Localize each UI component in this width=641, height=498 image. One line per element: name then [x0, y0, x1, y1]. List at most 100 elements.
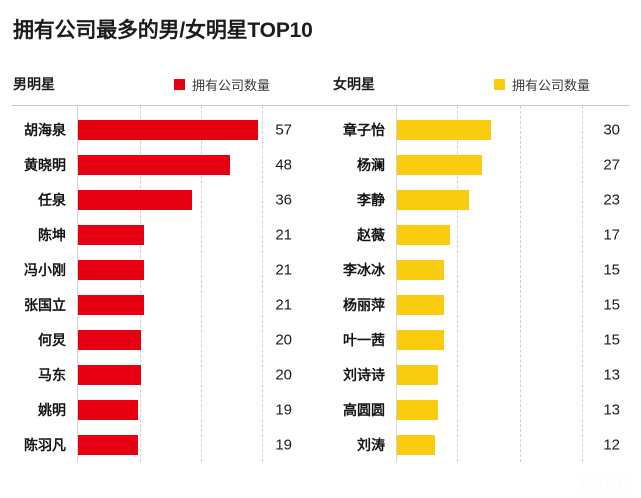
chart-row: 马东 20: [0, 357, 320, 392]
bar: [397, 119, 491, 140]
bar-category-label: 杨澜: [357, 156, 385, 173]
watermark: 新浪财经: [578, 477, 631, 491]
bar-value-label: 12: [603, 436, 620, 453]
bar-value-label: 19: [275, 401, 292, 418]
legend-female-count: 拥有公司数量: [494, 75, 590, 94]
bar-value-label: 15: [603, 331, 620, 348]
red-square-swatch: [174, 79, 185, 90]
bar-value-label: 23: [603, 191, 620, 208]
bar-category-label: 陈坤: [38, 226, 66, 243]
gridline: [520, 106, 521, 462]
chart-row: 杨澜 27: [320, 147, 641, 182]
bar-category-label: 任泉: [38, 191, 66, 208]
gridline: [457, 106, 458, 462]
bar: [78, 189, 192, 210]
bar: [78, 119, 258, 140]
bar: [397, 189, 469, 210]
bar-value-label: 19: [275, 436, 292, 453]
bar-category-label: 李冰冰: [343, 261, 385, 278]
legend-band: 男明星 拥有公司数量 女明星 拥有公司数量: [0, 68, 641, 96]
bar: [397, 364, 438, 385]
bar-value-label: 21: [275, 296, 292, 313]
gridline: [582, 106, 583, 462]
chart-row: 赵薇 17: [320, 217, 641, 252]
bar: [78, 224, 144, 245]
chart-panel-female: 章子怡 30 杨澜 27 李静 23 赵薇 17 李冰冰 15 杨丽萍 15 叶一茜 15 刘诗诗 13 高圆圆…: [320, 106, 641, 462]
bar: [78, 329, 141, 350]
column-header-female: 女明星: [333, 76, 375, 92]
bar: [397, 259, 444, 280]
bar-category-label: 高圆圆: [343, 401, 385, 418]
bar-category-label: 刘涛: [357, 436, 385, 453]
bar-category-label: 何炅: [38, 331, 66, 348]
legend-male-count: 拥有公司数量: [174, 75, 270, 94]
chart-panel-male: 胡海泉 57 黄晓明 48 任泉 36 陈坤 21 冯小刚 21 张国立 21 何炅 20 马东 20 姚明 19…: [0, 106, 320, 462]
chart-row: 陈羽凡 19: [0, 427, 320, 462]
bar-value-label: 15: [603, 261, 620, 278]
bar: [397, 329, 444, 350]
bar: [78, 259, 144, 280]
bar-category-label: 叶一茜: [343, 331, 385, 348]
chart-row: 黄晓明 48: [0, 147, 320, 182]
bar-value-label: 30: [603, 121, 620, 138]
bar-category-label: 李静: [357, 191, 385, 208]
bar-value-label: 48: [275, 156, 292, 173]
page-title: 拥有公司最多的男/女明星TOP10: [13, 19, 313, 42]
bar-category-label: 章子怡: [343, 121, 385, 138]
bar-category-label: 张国立: [24, 296, 66, 313]
bar-category-label: 马东: [38, 366, 66, 383]
bar-category-label: 黄晓明: [24, 156, 66, 173]
bar-category-label: 杨丽萍: [343, 296, 385, 313]
axis-baseline: [77, 106, 78, 462]
chart-row: 冯小刚 21: [0, 252, 320, 287]
chart-row: 刘诗诗 13: [320, 357, 641, 392]
chart-row: 何炅 20: [0, 322, 320, 357]
bar: [397, 434, 435, 455]
bar-value-label: 21: [275, 261, 292, 278]
legend-male-label: 拥有公司数量: [192, 78, 271, 93]
bar-value-label: 15: [603, 296, 620, 313]
bar: [78, 294, 144, 315]
chart-row: 章子怡 30: [320, 112, 641, 147]
chart-row: 高圆圆 13: [320, 392, 641, 427]
bar-value-label: 13: [603, 401, 620, 418]
legend-female-label: 拥有公司数量: [512, 78, 591, 93]
bar-value-label: 27: [603, 156, 620, 173]
bar-value-label: 20: [275, 331, 292, 348]
bar-value-label: 13: [603, 366, 620, 383]
gridline: [140, 106, 141, 462]
axis-baseline: [396, 106, 397, 462]
yellow-square-swatch: [494, 79, 505, 90]
bar: [397, 399, 438, 420]
column-header-male: 男明星: [13, 76, 55, 92]
bar: [397, 294, 444, 315]
bar-category-label: 赵薇: [357, 226, 385, 243]
bar-category-label: 冯小刚: [24, 261, 66, 278]
bar: [78, 154, 230, 175]
bar: [397, 154, 482, 175]
chart-row: 胡海泉 57: [0, 112, 320, 147]
chart-row: 刘涛 12: [320, 427, 641, 462]
chart-row: 任泉 36: [0, 182, 320, 217]
bar: [78, 434, 138, 455]
bar: [78, 399, 138, 420]
chart-row: 叶一茜 15: [320, 322, 641, 357]
bar-category-label: 姚明: [38, 401, 66, 418]
gridline: [201, 106, 202, 462]
chart-row: 李冰冰 15: [320, 252, 641, 287]
chart-row: 张国立 21: [0, 287, 320, 322]
bar-category-label: 刘诗诗: [343, 366, 385, 383]
chart-row: 陈坤 21: [0, 217, 320, 252]
bar-value-label: 57: [275, 121, 292, 138]
bar-value-label: 17: [603, 226, 620, 243]
bar-value-label: 36: [275, 191, 292, 208]
chart-row: 李静 23: [320, 182, 641, 217]
chart-row: 姚明 19: [0, 392, 320, 427]
header-divider: [12, 105, 630, 106]
bar: [397, 224, 450, 245]
bar: [78, 364, 141, 385]
bar-category-label: 陈羽凡: [24, 436, 66, 453]
gridline: [262, 106, 263, 462]
bar-value-label: 20: [275, 366, 292, 383]
